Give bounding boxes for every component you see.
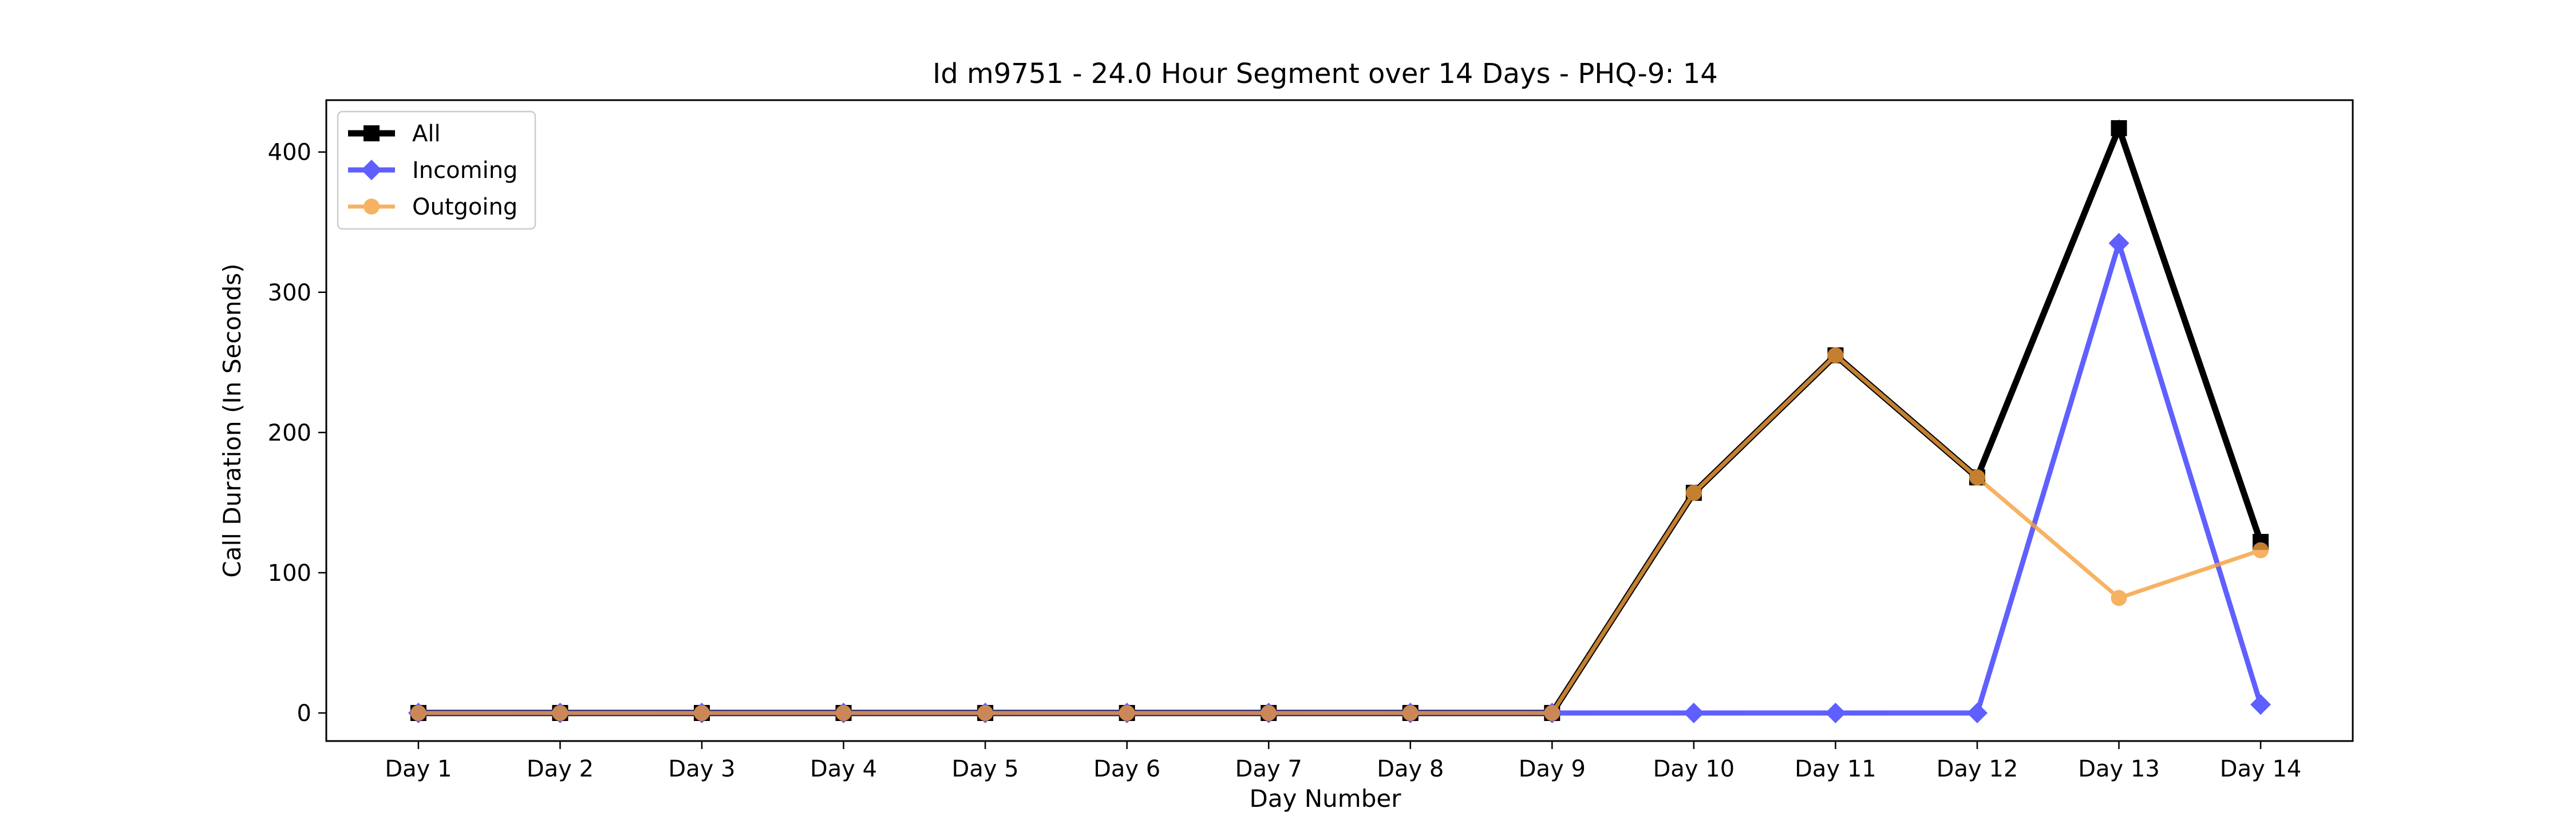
x-tick-label: Day 9 — [1519, 756, 1586, 782]
data-point — [694, 704, 710, 721]
y-tick-label: 400 — [268, 140, 311, 166]
x-tick-label: Day 5 — [952, 756, 1019, 782]
legend-marker — [361, 160, 382, 180]
x-tick-label: Day 4 — [810, 756, 877, 782]
data-point — [1827, 347, 1844, 364]
data-point — [1966, 702, 1988, 723]
data-point — [1402, 704, 1419, 721]
x-tick-label: Day 11 — [1795, 756, 1876, 782]
legend-label: Outgoing — [412, 194, 517, 220]
data-point — [1969, 469, 1985, 486]
legend-marker — [364, 199, 380, 215]
series-line — [418, 352, 2262, 715]
data-point — [1261, 704, 1277, 721]
legend-box — [337, 110, 536, 230]
x-tick-label: Day 8 — [1377, 756, 1444, 782]
x-tick-label: Day 3 — [668, 756, 735, 782]
y-tick-label: 0 — [297, 700, 311, 727]
series-outgoing — [410, 347, 2269, 721]
data-point — [1685, 485, 1702, 501]
y-tick-label: 100 — [268, 560, 311, 587]
legend-entry — [348, 199, 395, 215]
x-tick-label: Day 12 — [1937, 756, 2018, 782]
data-point — [1825, 702, 1846, 723]
data-point — [2108, 232, 2129, 253]
data-point — [1119, 704, 1135, 721]
data-point — [1683, 702, 1704, 723]
plot-frame — [325, 99, 2354, 742]
y-tick-label: 200 — [268, 420, 311, 446]
data-point — [2111, 590, 2127, 607]
x-tick-label: Day 10 — [1653, 756, 1735, 782]
legend-label: All — [412, 121, 441, 147]
y-axis-label: Call Duration (In Seconds) — [218, 263, 246, 577]
data-point — [977, 704, 994, 721]
legend-entry — [348, 160, 395, 180]
x-tick-label: Day 14 — [2220, 756, 2302, 782]
x-tick-label: Day 2 — [527, 756, 594, 782]
chart-title: Id m9751 - 24.0 Hour Segment over 14 Day… — [933, 58, 1718, 90]
data-point — [2253, 542, 2269, 558]
x-tick-label: Day 6 — [1093, 756, 1160, 782]
data-point — [410, 704, 426, 721]
x-tick-label: Day 13 — [2078, 756, 2160, 782]
legend-entry — [348, 125, 395, 141]
data-point — [2250, 694, 2271, 715]
data-point — [835, 704, 852, 721]
plot-area: Day 1 Day 2 Day 3 Day 4 Day 5 Day 6 Day 7 Day 8… — [268, 99, 2354, 782]
legend-label: Incoming — [412, 157, 517, 184]
data-point — [552, 704, 568, 721]
x-tick-label: Day 7 — [1235, 756, 1302, 782]
x-tick-label: Day 1 — [385, 756, 452, 782]
data-point — [2111, 120, 2127, 137]
y-tick-label: 300 — [268, 280, 311, 306]
legend: All Incoming Outgoing — [337, 110, 536, 230]
x-axis-label: Day Number — [1249, 785, 1401, 813]
data-point — [1544, 704, 1560, 721]
legend-marker — [364, 125, 380, 141]
